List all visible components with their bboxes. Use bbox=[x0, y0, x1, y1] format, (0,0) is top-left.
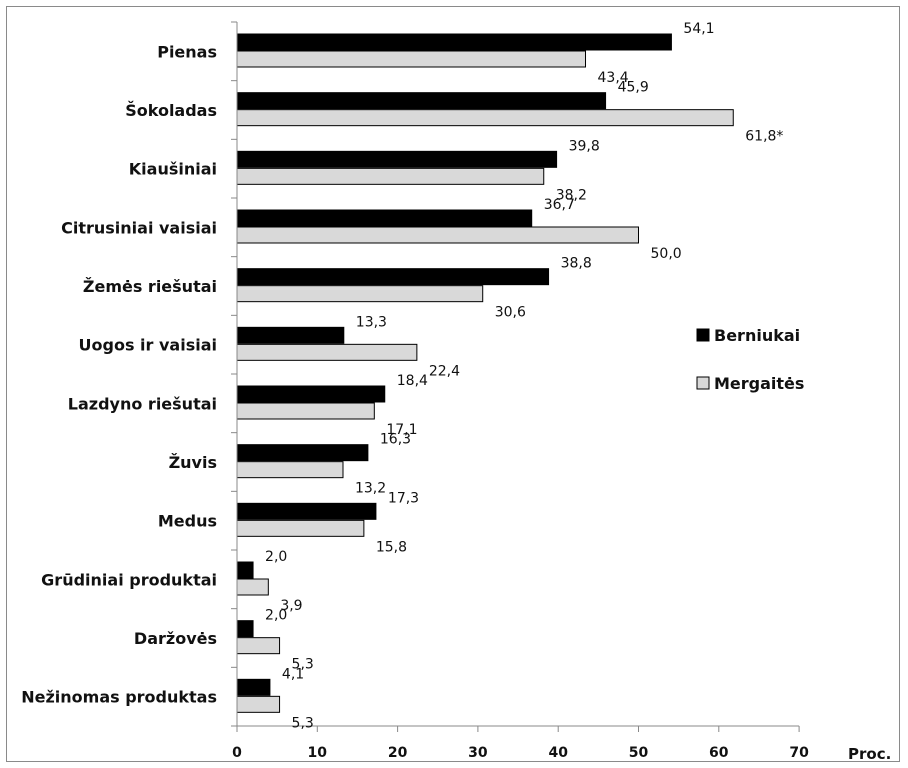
bar-mergaites bbox=[236, 285, 484, 303]
bar-berniukai bbox=[236, 150, 558, 168]
data-label: 22,4 bbox=[429, 363, 460, 379]
chart-frame bbox=[6, 6, 900, 762]
bar-mergaites bbox=[236, 343, 418, 361]
data-label: 54,1 bbox=[683, 21, 714, 37]
bar-mergaites bbox=[236, 461, 344, 479]
x-axis-unit-label: Proc. bbox=[848, 745, 891, 763]
legend-label-berniukai: Berniukai bbox=[714, 326, 800, 345]
bar-berniukai bbox=[236, 561, 254, 579]
category-label: Kiaušiniai bbox=[129, 160, 217, 179]
data-label: 38,2 bbox=[556, 187, 587, 203]
bar-berniukai bbox=[236, 92, 607, 110]
data-label: 38,8 bbox=[561, 256, 592, 272]
data-label: 16,3 bbox=[380, 432, 411, 448]
x-tick-label: 0 bbox=[232, 745, 242, 761]
data-label: 2,0 bbox=[265, 608, 287, 624]
x-tick-label: 50 bbox=[629, 745, 649, 761]
bar-mergaites bbox=[236, 402, 375, 420]
category-label: Citrusiniai vaisiai bbox=[61, 218, 217, 237]
category-label: Uogos ir vaisiai bbox=[79, 336, 217, 355]
data-label: 13,2 bbox=[355, 481, 386, 497]
bar-mergaites bbox=[236, 695, 281, 713]
bar-mergaites bbox=[236, 578, 269, 596]
legend-label-mergaites: Mergaitės bbox=[714, 374, 804, 393]
data-label: 5,3 bbox=[292, 715, 314, 731]
category-label: Grūdiniai produktai bbox=[41, 570, 217, 589]
category-label: Žuvis bbox=[169, 453, 217, 472]
category-label: Šokoladas bbox=[125, 101, 217, 120]
legend-swatch-berniukai bbox=[696, 328, 710, 342]
category-label: Pienas bbox=[157, 42, 217, 61]
category-label: Medus bbox=[158, 512, 217, 531]
x-tick-label: 30 bbox=[468, 745, 488, 761]
bar-mergaites bbox=[236, 637, 281, 655]
x-tick-label: 10 bbox=[308, 745, 328, 761]
data-label: 43,4 bbox=[598, 70, 629, 86]
data-label: 17,1 bbox=[386, 422, 417, 438]
bar-mergaites bbox=[236, 519, 365, 537]
x-tick-label: 60 bbox=[709, 745, 729, 761]
bar-berniukai bbox=[236, 209, 533, 227]
data-label: 15,8 bbox=[376, 539, 407, 555]
bar-berniukai bbox=[236, 385, 386, 403]
data-label: 5,3 bbox=[292, 657, 314, 673]
bar-berniukai bbox=[236, 678, 271, 696]
legend: Berniukai Mergaitės bbox=[696, 326, 804, 393]
bar-mergaites bbox=[236, 226, 639, 244]
data-label: 45,9 bbox=[618, 80, 649, 96]
category-label: Žemės riešutai bbox=[83, 277, 217, 296]
data-label: 3,9 bbox=[280, 598, 302, 614]
category-label: Daržovės bbox=[134, 629, 217, 648]
data-label: 39,8 bbox=[569, 138, 600, 154]
data-label: 61,8* bbox=[745, 129, 783, 145]
category-label: Nežinomas produktas bbox=[21, 688, 217, 707]
data-label: 13,3 bbox=[356, 314, 387, 330]
bar-berniukai bbox=[236, 268, 550, 286]
data-label: 50,0 bbox=[651, 246, 682, 262]
bar-berniukai bbox=[236, 502, 377, 520]
bar-berniukai bbox=[236, 444, 369, 462]
x-tick-label: 70 bbox=[789, 745, 809, 761]
bars-layer bbox=[236, 33, 734, 713]
legend-swatch-mergaites bbox=[696, 376, 710, 390]
labels-layer: Pienas 54,1 43,4 Šokoladas 45,9 61,8* Kiaušini… bbox=[21, 21, 809, 761]
bar-mergaites bbox=[236, 109, 734, 127]
category-label: Lazdyno riešutai bbox=[68, 394, 217, 413]
data-label: 4,1 bbox=[282, 666, 304, 682]
x-tick-label: 40 bbox=[548, 745, 568, 761]
data-label: 30,6 bbox=[495, 305, 526, 321]
data-label: 36,7 bbox=[544, 197, 575, 213]
x-tick-label: 20 bbox=[388, 745, 408, 761]
axis-layer bbox=[231, 21, 800, 732]
bar-mergaites bbox=[236, 50, 587, 68]
data-label: 18,4 bbox=[397, 373, 428, 389]
bar-mergaites bbox=[236, 167, 545, 185]
bar-berniukai bbox=[236, 33, 672, 51]
data-label: 17,3 bbox=[388, 490, 419, 506]
bar-berniukai bbox=[236, 620, 254, 638]
data-label: 2,0 bbox=[265, 549, 287, 565]
bar-berniukai bbox=[236, 326, 345, 344]
